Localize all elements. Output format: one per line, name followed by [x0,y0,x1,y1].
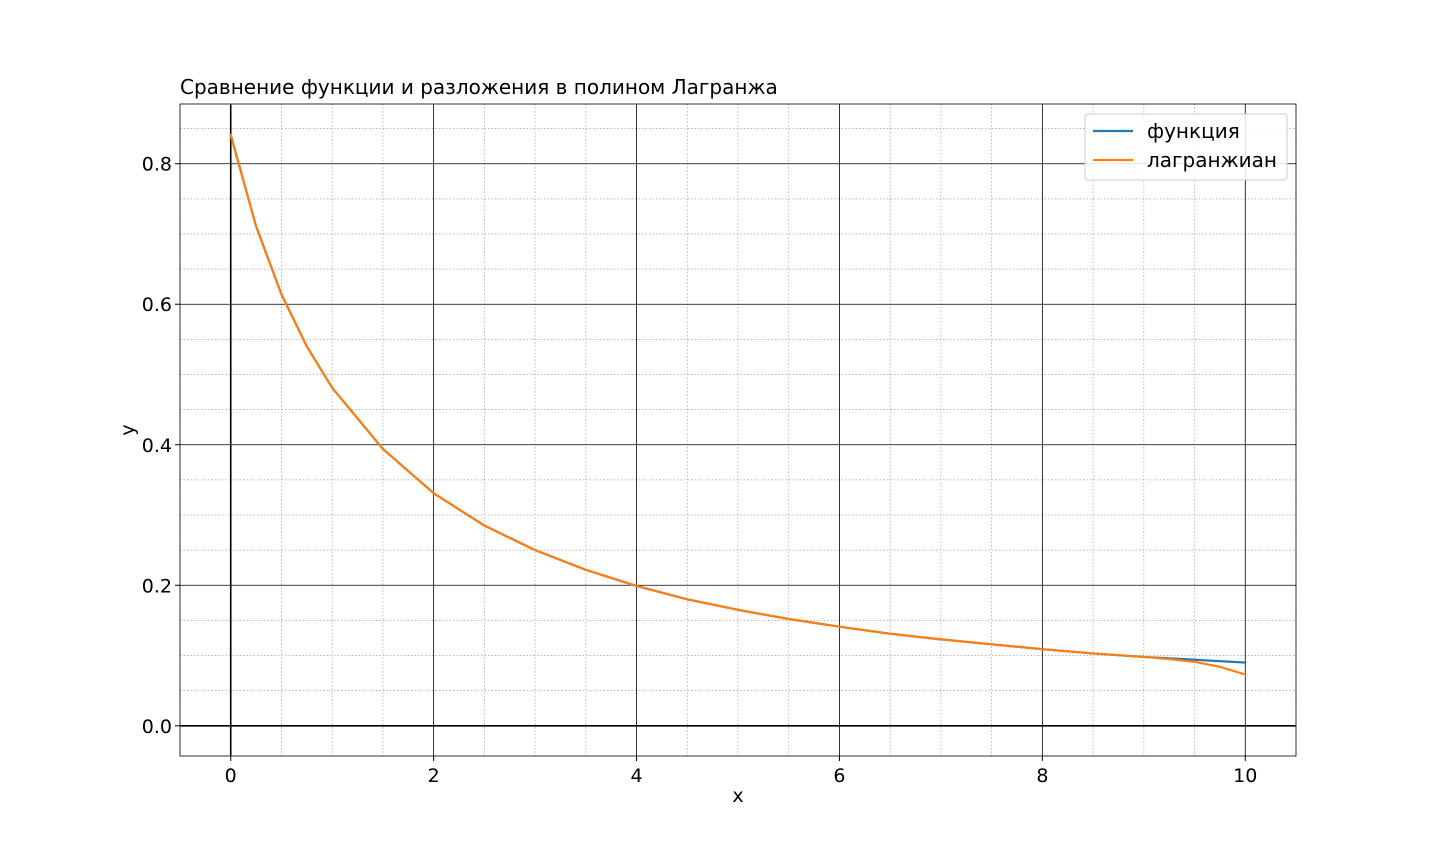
legend: функция лагранжиан [1084,113,1288,181]
legend-label-1: функция [1147,119,1240,143]
x-tick-label: 4 [630,765,642,787]
x-tick-label: 10 [1233,765,1257,787]
plot-frame [179,103,1297,757]
legend-label-2: лагранжиан [1147,148,1277,172]
legend-items: функция лагранжиан [1093,119,1277,172]
x-axis-label: x [732,785,743,807]
chart-title: Сравнение функции и разложения в полином… [180,75,778,99]
y-tick-label: 0.0 [142,716,172,738]
x-tick-label: 2 [428,765,440,787]
grid [179,104,1297,756]
y-tick-label: 0.8 [142,154,172,176]
axis-ticks: 0 2 4 6 8 10 0.0 0.2 0.4 0.6 0.8 [142,154,1258,787]
series-line-2 [229,133,1247,676]
zero-lines [180,104,1296,756]
x-tick-label: 8 [1036,765,1048,787]
x-tick-label: 6 [833,765,845,787]
y-tick-label: 0.2 [142,575,172,597]
series-lines [229,133,1247,676]
y-tick-label: 0.4 [142,435,172,457]
y-tick-label: 0.6 [142,294,172,316]
y-axis-label: y [117,424,139,435]
legend-box [1084,113,1288,181]
x-tick-label: 0 [225,765,237,787]
